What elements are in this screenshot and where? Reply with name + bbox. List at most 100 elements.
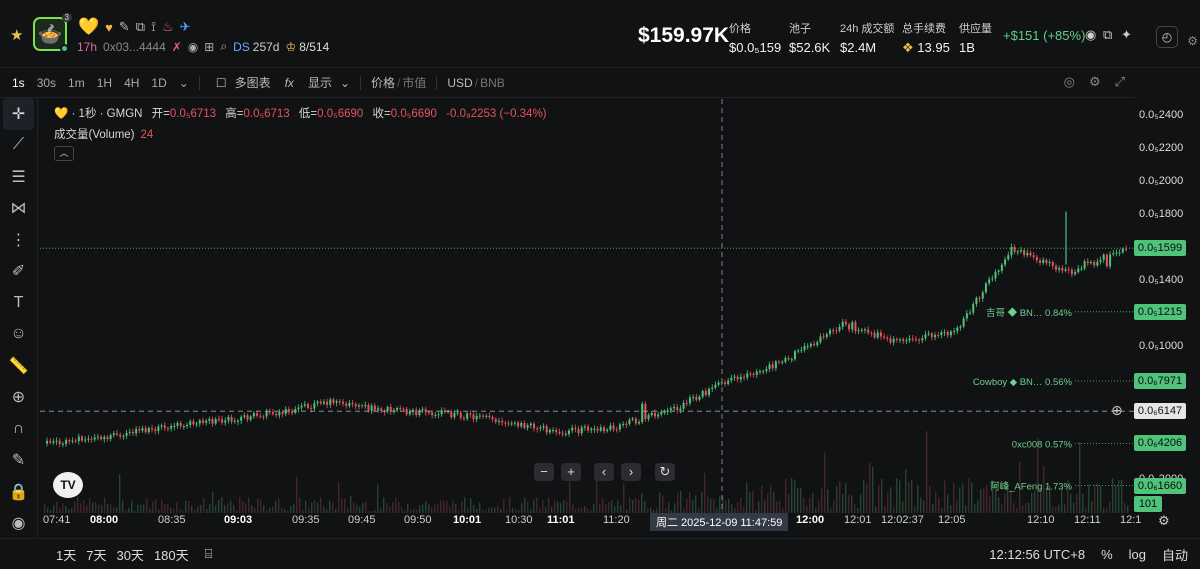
watch-eye-icon[interactable]: ◉	[1085, 27, 1097, 42]
date-range-calendar-icon[interactable]: ⌸	[204, 546, 213, 561]
token-address[interactable]: 0x03...4444	[103, 39, 166, 54]
candle	[867, 329, 870, 333]
time-axis[interactable]: 07:41 08:00 08:35 09:03 09:35 09:45 09:50 10:01…	[40, 513, 1141, 531]
display-menu[interactable]: 显示	[307, 76, 332, 90]
indicators-fx-button[interactable]: fx	[284, 75, 294, 90]
ruler-tool-icon[interactable]: 📏	[8, 357, 29, 375]
scroll-handle-icon[interactable]: ⚙	[1187, 34, 1198, 48]
timeframe-1s[interactable]: 1s	[12, 75, 25, 90]
horizontal-lines-tool-icon[interactable]: ☰	[11, 168, 26, 186]
trendline-tool-icon[interactable]: ⟋	[12, 136, 25, 154]
candle	[749, 373, 752, 375]
token-header: ★ 🍲 3 💛 ♥ ✎ ⧉ ⟟ ♨ ✈ 17h 0x03...4444 ✗ ◉ …	[0, 0, 1200, 68]
bnb-toggle[interactable]: BNB	[480, 75, 505, 90]
lock-drawing-tool-icon[interactable]: ✎	[11, 452, 26, 470]
copy-icon[interactable]: ⧉	[135, 19, 146, 34]
emoji-tool-icon[interactable]: ☺	[10, 325, 27, 343]
zoom-out-button[interactable]: −	[534, 463, 554, 481]
multi-chart-label[interactable]: 多图表	[234, 76, 271, 90]
mcap-toggle[interactable]: 市值	[402, 76, 427, 90]
settings-icon[interactable]: ⚙	[1088, 74, 1101, 89]
favorite-star-icon[interactable]: ★	[10, 27, 24, 44]
display-dropdown-icon[interactable]: ⌄	[339, 75, 351, 90]
twitter-icon[interactable]: ⊞	[204, 39, 215, 54]
camera-icon[interactable]: ◎	[1063, 74, 1075, 89]
add-alert-icon[interactable]: ⊕	[1111, 402, 1123, 419]
volume-bar	[899, 480, 901, 513]
volume-bar	[206, 509, 208, 513]
stat-fees-value-row: ❖ 13.95	[902, 40, 950, 56]
volume-bar	[680, 491, 682, 513]
timeframe-1d[interactable]: 1D	[151, 75, 167, 90]
pin-icon[interactable]: ✦	[1121, 27, 1132, 42]
candle	[252, 413, 255, 417]
range-30d[interactable]: 30天	[116, 547, 144, 563]
collapse-legend-button[interactable]: ︿	[54, 146, 74, 161]
fib-tool-icon[interactable]: ⋮	[10, 231, 27, 249]
volume-bar	[404, 510, 406, 513]
scroll-left-button[interactable]: ‹	[594, 463, 614, 481]
candle	[316, 401, 319, 404]
timezone-clock[interactable]: 12:12:56 UTC+8	[989, 546, 1086, 562]
price-chart[interactable]: 吉哥 ◆ BN… 0.84% Cowboy ◆ BN… 0.56% 0xc008 0…	[40, 99, 1135, 513]
candle	[873, 332, 876, 338]
price-toggle[interactable]: 价格	[371, 76, 396, 90]
timeframe-1m[interactable]: 1m	[68, 75, 85, 90]
auto-toggle[interactable]: 自动	[1161, 547, 1188, 563]
brush-tool-icon[interactable]: ✐	[11, 263, 26, 281]
candle	[940, 332, 943, 336]
volume-bar	[359, 506, 361, 513]
range-180d[interactable]: 180天	[153, 547, 189, 563]
crosshair-tool-icon[interactable]: ✛	[3, 98, 34, 130]
volume-bar	[104, 497, 106, 513]
timeframe-30s[interactable]: 30s	[36, 75, 57, 90]
pattern-tool-icon[interactable]: ⋈	[10, 200, 27, 218]
volume-bar	[467, 507, 469, 513]
price-axis[interactable]: 0.0₅2400 0.0₅2200 0.0₅2000 0.0₅1800 0.0₅1400…	[1111, 99, 1200, 513]
percent-toggle[interactable]: %	[1101, 546, 1113, 562]
volume-bar	[53, 505, 55, 513]
volume-bar	[554, 500, 556, 513]
zoom-in-button[interactable]: +	[561, 463, 581, 481]
volume-bar	[674, 503, 676, 513]
token-avatar[interactable]: 🍲 3	[33, 13, 72, 53]
tradingview-logo[interactable]: TV	[53, 472, 83, 498]
candle	[771, 364, 774, 369]
candle	[797, 350, 800, 352]
lock-icon[interactable]: 🔒	[8, 483, 29, 501]
magnet-tool-icon[interactable]: ∩	[12, 419, 25, 437]
log-toggle[interactable]: log	[1128, 546, 1146, 562]
timeframe-4h[interactable]: 4H	[124, 75, 140, 90]
zoom-tool-icon[interactable]: ⊕	[11, 389, 26, 407]
open-external-icon[interactable]: ⧉	[1103, 27, 1113, 42]
search-icon[interactable]: ⌕	[220, 39, 228, 53]
price-tick-label: 0.0₅1400	[1139, 274, 1184, 287]
telegram-icon[interactable]: ✈	[179, 19, 191, 34]
candle	[147, 428, 150, 433]
candle	[291, 411, 294, 413]
flame-icon[interactable]: ♨	[161, 19, 174, 34]
candle	[300, 405, 303, 408]
reset-chart-button[interactable]: ↻	[655, 463, 675, 481]
edit-icon[interactable]: ✎	[118, 19, 130, 34]
multi-chart-checkbox-icon[interactable]: ☐	[215, 75, 227, 90]
chain-icon[interactable]: ◉	[187, 39, 199, 54]
volume-bar	[1004, 493, 1006, 513]
scroll-right-button[interactable]: ›	[621, 463, 641, 481]
share-icon[interactable]: ⟟	[151, 19, 156, 34]
dev-icon[interactable]: ✗	[171, 39, 182, 54]
candle	[542, 426, 545, 428]
volume-bar	[836, 485, 838, 513]
timeframe-1h[interactable]: 1H	[96, 75, 113, 90]
text-tool-icon[interactable]: T	[13, 293, 24, 311]
range-7d[interactable]: 7天	[86, 547, 107, 563]
visibility-eye-icon[interactable]: ◉	[11, 515, 26, 533]
usd-toggle[interactable]: USD	[447, 75, 473, 90]
price-tick-label: 0.0₅1800	[1139, 207, 1184, 220]
volume-bar	[449, 507, 451, 513]
range-1d[interactable]: 1天	[56, 547, 77, 563]
timeframe-dropdown-icon[interactable]: ⌄	[178, 75, 189, 90]
axis-settings-icon[interactable]: ⚙	[1158, 513, 1170, 528]
fullscreen-icon[interactable]: ⤢	[1114, 74, 1125, 89]
alarm-button[interactable]: ◴	[1156, 26, 1178, 48]
